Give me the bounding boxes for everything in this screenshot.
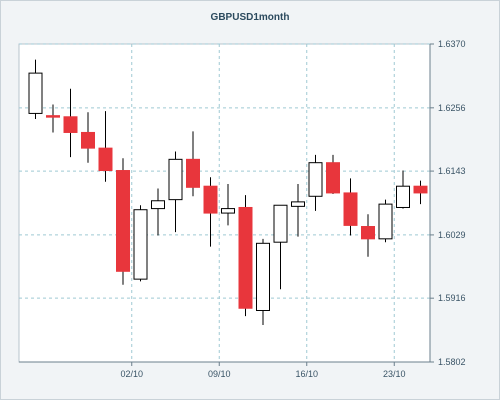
chart-title: GBPUSD1month <box>210 12 290 23</box>
candle-body-up <box>378 203 393 240</box>
x-tick-label: 09/10 <box>208 369 231 379</box>
candle-body-down <box>81 131 95 149</box>
candle-body-up <box>308 162 323 197</box>
candle-body-down <box>46 115 60 118</box>
y-tick-label: 1.6029 <box>438 230 466 240</box>
y-tick-label: 1.6256 <box>438 103 466 113</box>
candle-body-up <box>168 158 183 201</box>
candle-body-down <box>326 162 340 194</box>
candle-body-down <box>63 116 78 133</box>
candle-body-down <box>116 170 130 272</box>
plot-area <box>18 43 431 363</box>
candle-body-up <box>256 242 270 311</box>
candle-body-down <box>343 192 358 226</box>
y-tick-label: 1.5916 <box>438 293 466 303</box>
candle-body-down <box>186 158 200 188</box>
x-tick-label: 23/10 <box>383 369 406 379</box>
candle-body-up <box>151 200 165 210</box>
y-tick-label: 1.6143 <box>438 166 466 176</box>
candle-body-up <box>273 204 288 243</box>
y-tick-label: 1.5802 <box>438 357 466 367</box>
candle-body-up <box>221 208 235 214</box>
x-tick-label: 02/10 <box>120 369 143 379</box>
candle-body-down <box>413 185 428 194</box>
candle-body-up <box>28 72 43 114</box>
x-tick-label: 16/10 <box>295 369 318 379</box>
candle-body-up <box>133 209 148 280</box>
candle-body-down <box>203 185 218 214</box>
y-tick-label: 1.6370 <box>438 39 466 49</box>
candle-body-down <box>98 147 113 172</box>
candle-body-up <box>396 185 410 208</box>
candle-body-down <box>238 206 253 309</box>
candle-body-up <box>291 201 305 207</box>
candle-body-down <box>361 226 375 240</box>
